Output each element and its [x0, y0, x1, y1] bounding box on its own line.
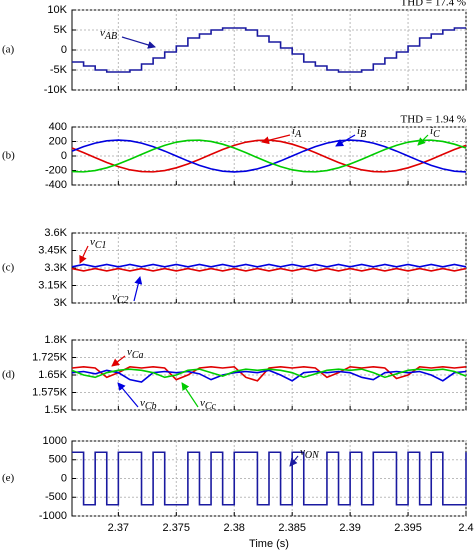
- y-tick-label: 3.3K: [44, 262, 67, 274]
- label-arrow: [335, 134, 356, 147]
- panel-label: (d): [2, 369, 15, 381]
- series-line: [71, 139, 467, 173]
- y-tick-label: 3K: [54, 297, 68, 309]
- y-tick-label: -400: [45, 179, 67, 191]
- x-tick-label: 2.4: [458, 522, 473, 534]
- y-tick-label: 1.725K: [32, 351, 68, 363]
- y-tick-label: -10K: [44, 84, 68, 96]
- panel-label: (b): [2, 150, 15, 162]
- y-tick-label: 200: [49, 135, 67, 147]
- label-arrow: [289, 455, 299, 467]
- y-tick-label: 500: [49, 454, 67, 466]
- y-tick-label: 3.15K: [38, 279, 67, 291]
- series-line: [71, 267, 467, 272]
- series-label: iB: [357, 125, 366, 141]
- series-line: [72, 27, 466, 73]
- y-tick-label: 1.5K: [44, 404, 67, 416]
- series-label: vC1: [90, 236, 107, 252]
- y-tick-label: 5K: [54, 24, 68, 36]
- series-label: iA: [292, 125, 302, 141]
- x-tick-label: 2.395: [394, 522, 422, 534]
- series-line: [72, 451, 467, 506]
- label-arrow: [417, 134, 429, 146]
- series-line: [71, 366, 467, 382]
- series-label: vON: [300, 446, 320, 462]
- x-tick-label: 2.385: [278, 522, 306, 534]
- y-tick-label: 0: [61, 150, 67, 162]
- y-tick-label: 3.45K: [38, 244, 67, 256]
- label-arrow: [117, 382, 139, 408]
- y-tick-label: 0: [61, 472, 67, 484]
- y-tick-label: 1.8K: [44, 334, 67, 346]
- label-arrow: [181, 382, 199, 408]
- label-arrow: [121, 36, 156, 49]
- y-tick-label: 1.65K: [38, 369, 67, 381]
- y-tick-label: -200: [45, 164, 67, 176]
- thd-annotation: THD = 17.4 %: [401, 0, 466, 9]
- y-tick-label: 400: [49, 121, 67, 133]
- y-tick-label: -500: [45, 491, 67, 503]
- x-axis-label: Time (s): [249, 538, 289, 550]
- x-tick-label: 2.38: [224, 522, 245, 534]
- label-arrow: [79, 245, 89, 264]
- series-line: [71, 139, 467, 173]
- label-arrow: [111, 355, 126, 367]
- y-tick-label: 1.575K: [32, 386, 68, 398]
- series-label: vC2: [112, 291, 129, 307]
- panel-label: (c): [2, 262, 15, 274]
- y-tick-label: -1000: [39, 510, 67, 522]
- series-line: [71, 263, 467, 268]
- x-tick-label: 2.37: [108, 522, 129, 534]
- series-label: vCb: [140, 397, 157, 413]
- series-label: vCc: [200, 397, 217, 413]
- series-label: vAB: [100, 27, 117, 43]
- label-arrow: [133, 276, 143, 302]
- label-arrow: [261, 134, 291, 145]
- series-label: iC: [430, 125, 440, 141]
- y-tick-label: -5K: [50, 64, 68, 76]
- y-tick-label: 1000: [43, 435, 67, 447]
- x-tick-label: 2.39: [339, 522, 360, 534]
- y-tick-label: 3.6K: [44, 227, 67, 239]
- y-tick-label: 0: [61, 44, 67, 56]
- thd-annotation: THD = 1.94 %: [401, 114, 466, 126]
- panel-label: (e): [2, 472, 15, 484]
- series-label: vCa: [127, 346, 144, 362]
- x-tick-label: 2.375: [163, 522, 191, 534]
- y-tick-label: 10K: [47, 4, 67, 16]
- series-line: [71, 368, 467, 379]
- panel-label: (a): [2, 44, 15, 56]
